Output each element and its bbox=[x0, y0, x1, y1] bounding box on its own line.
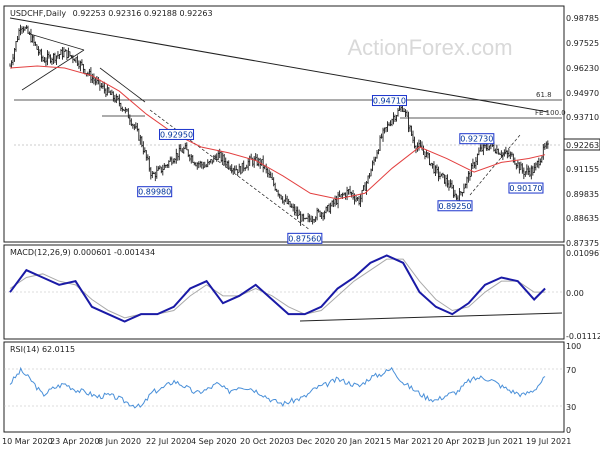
price-y-tick: 0.96230 bbox=[566, 64, 599, 73]
swing-label: 0.94710 bbox=[371, 95, 407, 107]
price-candles-group bbox=[9, 24, 550, 226]
price-panel-title: USDCHF,Daily 0.92253 0.92316 0.92188 0.9… bbox=[10, 9, 213, 18]
current-price-label: 0.92263 bbox=[566, 141, 599, 150]
swing-labels-group: 0.94710 0.92950 0.92730 0.89980 0.90170 0.892… bbox=[137, 95, 544, 244]
swing-label-text: 0.92730 bbox=[460, 135, 493, 144]
x-tick-label: 20 Apr 2021 bbox=[433, 437, 482, 446]
x-tick-label: 20 Oct 2020 bbox=[240, 437, 289, 446]
long-trendline bbox=[9, 17, 549, 113]
rsi-line bbox=[9, 366, 546, 409]
swing-label-box bbox=[459, 133, 495, 145]
price-y-tick: 0.91155 bbox=[566, 165, 599, 174]
swing-label-text: 0.90170 bbox=[509, 184, 542, 193]
watermark-text: ActionForex.com bbox=[347, 35, 512, 60]
macd-y-axis: 0.010967 0.00 -0.011127 bbox=[566, 249, 600, 341]
swing-label-text: 0.87560 bbox=[288, 234, 321, 243]
rsi-y-tick: 100 bbox=[566, 342, 581, 351]
swing-label: 0.89250 bbox=[437, 200, 473, 212]
rsi-panel-title: RSI(14) 62.0115 bbox=[10, 345, 75, 354]
swing-label: 0.90170 bbox=[508, 182, 544, 194]
price-guides: 61.8 FE 100.0 bbox=[9, 17, 566, 231]
x-tick-label: 3 Jun 2021 bbox=[480, 437, 523, 446]
price-ohlc-header: 0.92253 0.92316 0.92188 0.92263 bbox=[73, 9, 213, 18]
time-x-axis: 10 Mar 2020 23 Apr 2020 8 Jun 2020 22 Ju… bbox=[2, 437, 571, 446]
x-tick-label: 4 Sep 2020 bbox=[191, 437, 237, 446]
swing-label-text: 0.92950 bbox=[160, 130, 193, 139]
swing-label-box bbox=[137, 186, 173, 198]
price-y-tick: 0.87375 bbox=[566, 239, 599, 248]
swing-label-box bbox=[159, 128, 195, 140]
x-tick-label: 5 Mar 2021 bbox=[386, 437, 432, 446]
price-y-tick: 0.97525 bbox=[566, 39, 599, 48]
rsi-panel-frame bbox=[3, 341, 565, 433]
price-y-tick: 0.89835 bbox=[566, 190, 599, 199]
swing-label-box bbox=[287, 232, 323, 244]
moving-average-line bbox=[9, 65, 546, 200]
price-y-tick: 0.93710 bbox=[566, 113, 599, 122]
mid-channel-top bbox=[99, 67, 146, 103]
fe-100-label: FE 100.0 bbox=[535, 109, 566, 117]
fibo-61-label: 61.8 bbox=[536, 91, 552, 99]
rsi-y-axis: 100 70 30 0 bbox=[566, 342, 581, 435]
x-tick-label: 20 Jan 2021 bbox=[337, 437, 385, 446]
macd-panel-title: MACD(12,26,9) 0.000601 -0.001434 bbox=[10, 248, 155, 257]
macd-y-tick: 0.00 bbox=[566, 289, 584, 298]
swing-label-box bbox=[508, 182, 544, 194]
downtrend-dashed bbox=[149, 109, 311, 231]
macd-main-line bbox=[9, 254, 546, 323]
swing-label-text: 0.89980 bbox=[138, 188, 171, 197]
price-chart-title: USDCHF,Daily bbox=[10, 9, 66, 18]
x-tick-label: 8 Jun 2020 bbox=[98, 437, 141, 446]
early-channel-top bbox=[29, 33, 85, 51]
price-y-tick: 0.88635 bbox=[566, 214, 599, 223]
swing-label: 0.89980 bbox=[137, 186, 173, 198]
rsi-y-tick: 30 bbox=[566, 403, 576, 412]
early-channel-bottom bbox=[21, 49, 85, 91]
swing-label-text: 0.89250 bbox=[438, 202, 471, 211]
macd-trendline bbox=[299, 312, 563, 322]
x-tick-label: 10 Mar 2020 bbox=[2, 437, 53, 446]
x-tick-label: 19 Jul 2021 bbox=[526, 437, 571, 446]
x-tick-label: 23 Apr 2020 bbox=[50, 437, 99, 446]
price-y-axis: 0.98785 0.97525 0.96230 0.94970 0.93710 … bbox=[563, 14, 600, 248]
swing-label-box bbox=[437, 200, 473, 212]
x-tick-label: 3 Dec 2020 bbox=[289, 437, 335, 446]
x-tick-label: 22 Jul 2020 bbox=[146, 437, 191, 446]
swing-label-box bbox=[371, 95, 407, 107]
price-panel-frame bbox=[3, 5, 565, 243]
price-y-tick: 0.94970 bbox=[566, 89, 599, 98]
swing-label: 0.92950 bbox=[159, 128, 195, 140]
swing-label: 0.92730 bbox=[459, 133, 495, 145]
swing-label: 0.87560 bbox=[287, 232, 323, 244]
price-y-tick: 0.98785 bbox=[566, 14, 599, 23]
rsi-y-tick: 0 bbox=[566, 426, 571, 435]
macd-y-tick: -0.011127 bbox=[566, 332, 600, 341]
current-price-box bbox=[563, 138, 600, 151]
uptrend-dashed bbox=[469, 134, 521, 196]
rsi-y-tick: 70 bbox=[566, 366, 576, 375]
macd-y-tick: 0.010967 bbox=[566, 249, 600, 258]
swing-label-text: 0.94710 bbox=[373, 97, 406, 106]
